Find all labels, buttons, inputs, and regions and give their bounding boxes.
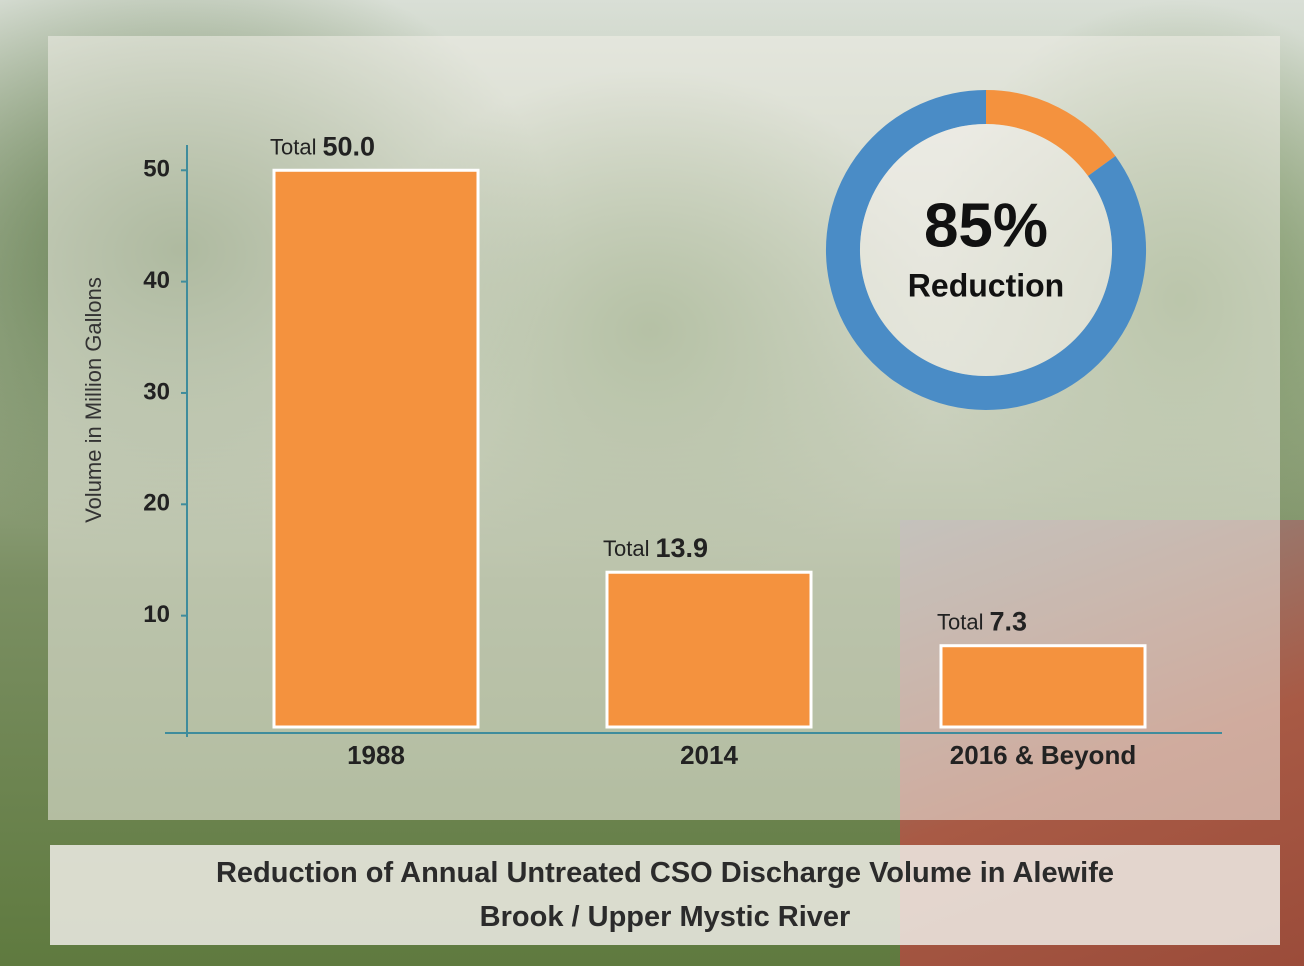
x-tick-label: 2014	[680, 740, 738, 770]
y-tick-label: 40	[143, 267, 170, 294]
value-label: Total 13.9	[603, 533, 708, 563]
value-label: Total 50.0	[270, 131, 375, 161]
x-tick-label: 1988	[347, 740, 405, 770]
y-tick-label: 30	[143, 378, 170, 405]
y-tick-label: 50	[143, 156, 170, 183]
y-tick-label: 10	[143, 601, 170, 628]
donut-center	[860, 124, 1112, 376]
value-label-number: 50.0	[322, 131, 375, 161]
donut-segment	[826, 90, 1146, 410]
value-label-number: 7.3	[989, 607, 1027, 637]
value-label: Total 7.3	[937, 607, 1027, 637]
y-axis-label: Volume in Million Gallons	[81, 277, 106, 523]
chart-title: Reduction of Annual Untreated CSO Discha…	[215, 857, 1115, 933]
value-label-prefix: Total	[603, 536, 649, 561]
donut-label: Reduction	[908, 267, 1064, 303]
title-box: Reduction of Annual Untreated CSO Discha…	[50, 845, 1280, 945]
x-tick-label: 2016 & Beyond	[950, 740, 1136, 770]
value-label-number: 13.9	[655, 533, 708, 563]
donut-value-label: 85%	[924, 191, 1048, 260]
bar	[939, 644, 1147, 729]
value-label-prefix: Total	[270, 134, 316, 159]
value-label-prefix: Total	[937, 610, 983, 635]
donut-segment	[985, 90, 1116, 177]
bar	[272, 168, 480, 729]
y-tick-label: 20	[143, 490, 170, 517]
bar	[605, 570, 813, 729]
